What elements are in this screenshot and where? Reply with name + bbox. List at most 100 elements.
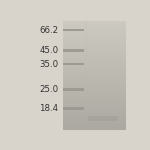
Bar (63, 89, 126, 90)
Bar (63, 30, 126, 31)
Bar (63, 118, 126, 119)
Bar (63, 102, 126, 103)
Bar (63, 120, 126, 121)
Bar (63, 83, 126, 84)
Bar (63, 53, 126, 54)
Bar (63, 43, 126, 44)
Bar (63, 67, 126, 68)
Bar (63, 126, 126, 127)
Bar (63, 38, 126, 39)
Bar (63, 85, 126, 86)
Bar (63, 81, 126, 82)
Bar (63, 84, 126, 85)
Text: 66.2: 66.2 (39, 26, 58, 35)
Bar (63, 28, 126, 29)
Bar (63, 34, 126, 35)
Bar (63, 110, 126, 111)
Bar (63, 49, 126, 50)
Bar (63, 99, 126, 100)
Bar (63, 37, 126, 38)
Bar (63, 78, 126, 79)
Bar (63, 74, 126, 75)
Bar (63, 113, 126, 114)
Bar (63, 76, 126, 78)
Bar (63, 76, 126, 77)
Bar (63, 96, 126, 98)
Bar (63, 69, 126, 70)
Bar (63, 97, 126, 98)
Bar (63, 63, 84, 65)
Bar (63, 44, 126, 45)
Bar (63, 94, 126, 95)
Bar (63, 64, 126, 65)
Bar (63, 86, 126, 87)
Bar (63, 117, 126, 118)
Bar (63, 68, 126, 69)
Bar (126, 18, 135, 134)
Bar (63, 119, 126, 120)
Bar (63, 88, 126, 89)
Bar (63, 62, 126, 63)
Bar (63, 82, 126, 83)
Bar (63, 40, 126, 41)
Bar (63, 107, 84, 110)
Text: 18.4: 18.4 (39, 104, 58, 113)
Bar (63, 87, 126, 88)
Bar (63, 47, 126, 48)
Bar (63, 68, 126, 69)
Bar (63, 39, 126, 41)
Bar (63, 77, 126, 78)
Bar (63, 65, 126, 66)
Bar (63, 27, 126, 28)
Bar (63, 66, 126, 67)
Bar (63, 124, 126, 126)
Bar (63, 70, 126, 71)
Bar (63, 105, 126, 106)
Bar (63, 112, 126, 113)
Bar (63, 48, 126, 50)
Bar (63, 129, 126, 130)
Bar (63, 45, 126, 46)
Bar (63, 29, 126, 30)
Text: 35.0: 35.0 (39, 60, 58, 69)
Text: 25.0: 25.0 (39, 85, 58, 94)
Bar (63, 26, 126, 27)
Bar (63, 111, 126, 112)
Bar (63, 56, 126, 57)
Bar (63, 104, 126, 105)
Bar (63, 122, 126, 123)
Bar (63, 90, 126, 91)
Bar (63, 71, 126, 72)
Bar (63, 124, 126, 125)
Bar (63, 25, 126, 26)
Bar (63, 127, 126, 128)
Bar (63, 88, 84, 91)
Bar (63, 23, 126, 24)
Bar (63, 103, 126, 104)
Bar (63, 60, 126, 61)
Bar (63, 121, 126, 122)
Bar (63, 80, 126, 81)
Bar (63, 50, 126, 51)
Bar (63, 106, 126, 107)
Bar (63, 35, 126, 36)
Bar (63, 48, 126, 49)
Bar (63, 95, 126, 96)
Bar (63, 105, 126, 106)
Bar (63, 107, 126, 108)
Bar (63, 41, 126, 42)
Bar (63, 100, 126, 101)
Bar (63, 54, 126, 55)
Bar (63, 72, 126, 73)
Bar (88, 116, 118, 120)
Bar (63, 58, 126, 59)
Bar (63, 39, 126, 40)
Bar (63, 92, 126, 93)
Bar (63, 49, 84, 52)
Bar (63, 46, 126, 47)
Bar (63, 98, 126, 99)
Bar (63, 101, 126, 102)
Bar (63, 51, 126, 52)
Bar (63, 33, 126, 34)
Bar (63, 32, 126, 33)
